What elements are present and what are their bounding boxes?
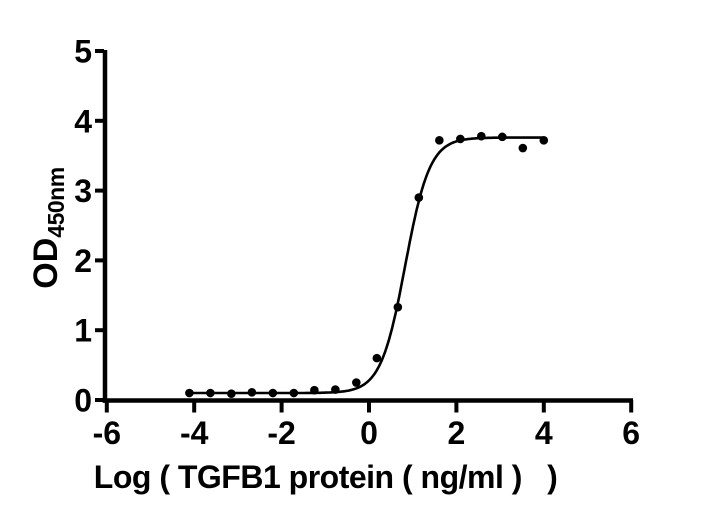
y-tick-label: 1 — [74, 313, 92, 349]
data-point — [539, 136, 549, 145]
data-point — [268, 388, 278, 398]
x-tick-label: -2 — [267, 415, 295, 451]
data-point — [352, 378, 361, 387]
y-tick-label: 4 — [74, 103, 92, 139]
data-point — [206, 388, 215, 398]
x-tick-label: 0 — [360, 415, 378, 451]
x-tick-label: 4 — [535, 415, 553, 451]
data-point — [227, 389, 236, 399]
data-point — [289, 388, 299, 398]
data-point — [456, 134, 465, 144]
y-axis-title-subscript: 450nm — [43, 167, 69, 238]
axes — [102, 50, 633, 403]
data-point — [185, 388, 194, 398]
data-point — [247, 388, 257, 397]
y-axis-title: OD450nm — [27, 108, 69, 348]
x-tick-label: -4 — [180, 415, 209, 451]
x-tick-label: 6 — [622, 415, 640, 451]
y-tick-label: 5 — [74, 34, 92, 70]
x-tick-label: 2 — [448, 415, 466, 451]
data-points — [185, 131, 549, 399]
axis-ticks — [95, 49, 634, 413]
y-tick-label: 3 — [74, 173, 92, 209]
y-tick-label: 2 — [74, 243, 92, 279]
data-point — [477, 131, 486, 141]
data-point — [393, 302, 403, 312]
fit-curve-line — [189, 136, 543, 395]
y-tick-label: 0 — [74, 383, 92, 419]
data-point — [331, 385, 340, 394]
y-axis-title-main: OD — [27, 237, 65, 289]
x-axis-title: Log ( TGFB1 protein ( ng/ml ) ) — [93, 459, 558, 495]
axis-tick-labels: -6 -4 -2 0 2 4 6 0 1 2 3 4 5 — [74, 34, 640, 452]
data-point — [435, 136, 444, 145]
data-point — [497, 132, 507, 142]
x-tick-label: -6 — [93, 415, 121, 451]
data-point — [518, 143, 528, 153]
data-point — [372, 353, 382, 363]
data-point — [310, 385, 319, 395]
data-point — [414, 193, 424, 202]
